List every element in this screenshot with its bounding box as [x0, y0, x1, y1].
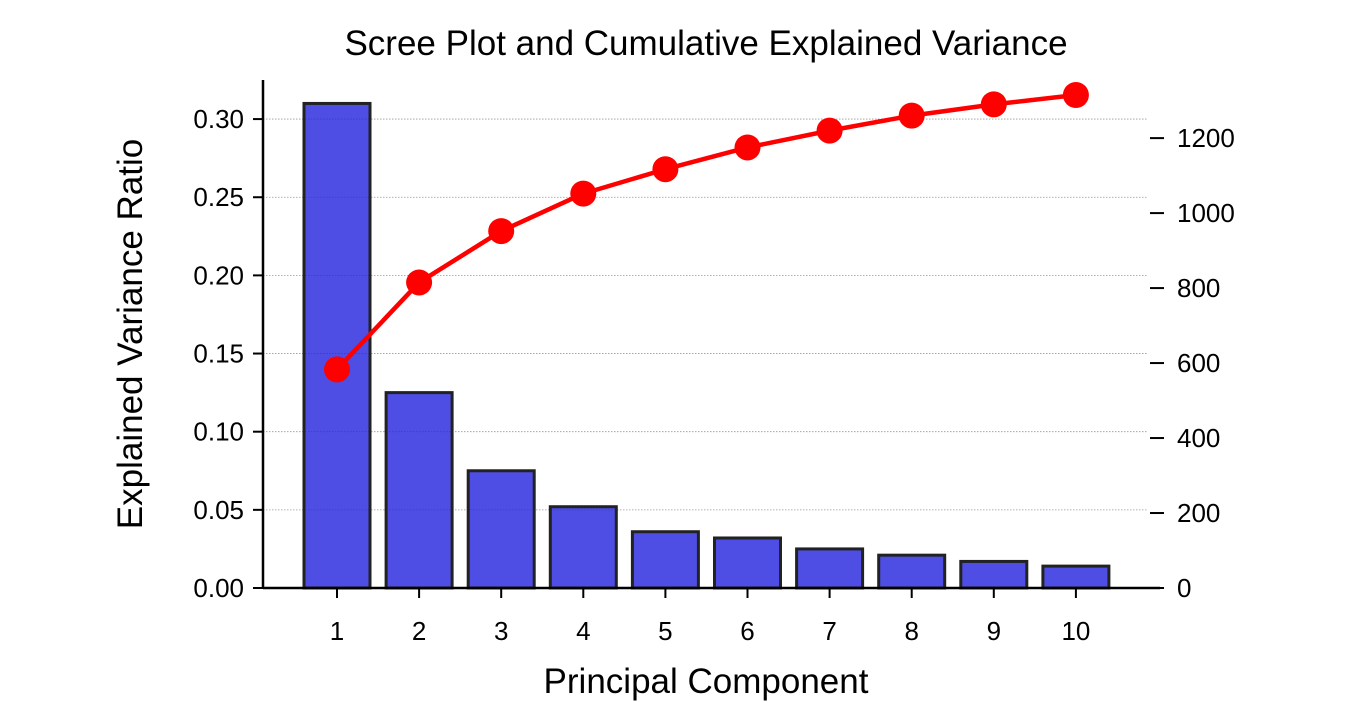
- x-tick-label: 4: [576, 616, 590, 646]
- bar-pc7: [795, 547, 865, 590]
- y2-tick-label: 600: [1177, 348, 1220, 378]
- y-tick-label: 0.30: [193, 104, 244, 134]
- line-layer: [324, 81, 1089, 383]
- cumulative-point-pc6: [734, 134, 761, 161]
- x-tick-label: 10: [1061, 616, 1090, 646]
- bar-pc9: [959, 559, 1029, 590]
- cumulative-point-pc2: [406, 269, 433, 296]
- bar-pc6: [713, 536, 782, 590]
- cumulative-point-pc9: [980, 91, 1007, 118]
- chart-title: Scree Plot and Cumulative Explained Vari…: [344, 24, 1067, 63]
- x-tick-label: 5: [658, 616, 672, 646]
- y-tick-label: 0.10: [193, 417, 244, 447]
- x-tick-label: 7: [822, 616, 836, 646]
- cumulative-point-pc4: [570, 180, 597, 207]
- y-axis-label: Explained Variance Ratio: [111, 139, 150, 529]
- y-tick-label: 0.05: [193, 495, 244, 525]
- x-axis-label: Principal Component: [544, 662, 869, 701]
- axis-layer: 0.00 0.05 0.10 0.15 0.20 0.25 0.30 0 200 400 600 80…: [193, 80, 1235, 646]
- cumulative-point-pc8: [898, 102, 925, 129]
- y-tick-label: 0.20: [193, 260, 244, 290]
- bar-pc5: [630, 530, 700, 590]
- cumulative-point-pc10: [1062, 81, 1089, 108]
- y2-tick-label: 0: [1177, 573, 1191, 603]
- y2-tick-label: 800: [1177, 273, 1220, 303]
- y-tick-label: 0.15: [193, 339, 244, 369]
- cumulative-point-pc5: [652, 156, 679, 183]
- y2-tick-label: 400: [1177, 423, 1220, 453]
- bar-pc10: [1041, 564, 1111, 590]
- y-tick-label: 0.25: [193, 182, 244, 212]
- x-tick-label: 1: [330, 616, 344, 646]
- bar-pc8: [877, 553, 947, 590]
- bar-pc2: [384, 391, 454, 590]
- y2-tick-label: 1000: [1177, 198, 1235, 228]
- x-tick-label: 3: [494, 616, 508, 646]
- x-tick-label: 9: [987, 616, 1001, 646]
- cumulative-line: [335, 92, 1077, 371]
- cumulative-point-pc7: [816, 117, 843, 144]
- y-tick-label: 0.00: [193, 573, 244, 603]
- bar-pc4: [548, 505, 618, 590]
- x-tick-label: 2: [412, 616, 426, 646]
- x-tick-label: 8: [904, 616, 918, 646]
- y2-tick-label: 1200: [1177, 123, 1235, 153]
- bar-pc3: [466, 469, 536, 590]
- y2-tick-label: 200: [1177, 498, 1220, 528]
- cumulative-point-pc3: [488, 218, 515, 245]
- bar-layer: [302, 101, 1111, 590]
- x-tick-label: 6: [740, 616, 754, 646]
- cumulative-point-pc1: [324, 356, 350, 383]
